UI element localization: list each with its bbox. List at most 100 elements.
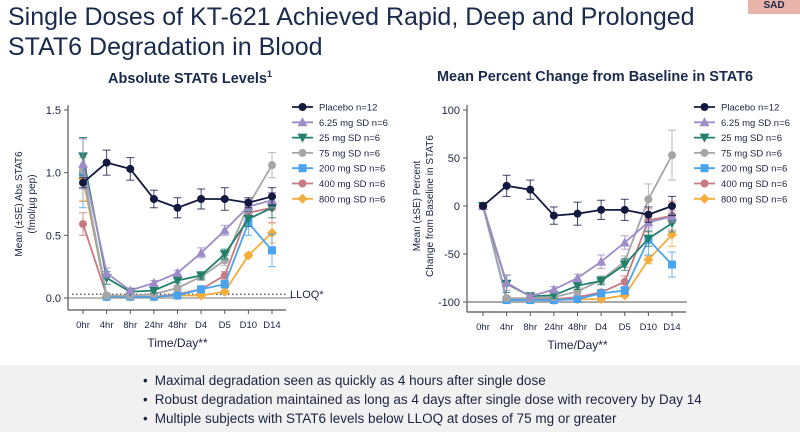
legend-marker [298,179,307,188]
legend-label: 800 mg SD n=6 [721,194,787,205]
x-tick-label: D14 [663,322,680,333]
data-point [619,260,630,270]
series-25-mg-sd-n-6 [478,202,677,302]
y-axis-label-units: (fmol/µg pep) [27,174,38,233]
legend-marker [699,133,710,143]
legend-item [694,133,715,143]
data-point [596,256,607,266]
data-point [479,202,487,210]
data-point [268,161,276,170]
x-tick-label: D5 [619,322,631,333]
x-tick-label: 24hr [144,320,163,331]
x-tick-label: D14 [263,320,280,331]
legend-item [694,164,715,173]
data-point [268,246,276,255]
legend-marker [298,148,307,157]
y-tick-label: 50 [448,153,460,165]
data-point [573,295,582,304]
legend-item [292,117,313,127]
x-tick-label: D5 [219,320,231,331]
legend-marker [298,164,307,173]
x-tick-label: 24hr [544,322,563,333]
data-point [172,276,183,286]
chart-2 [463,103,715,316]
y-tick-label: 0.5 [46,230,61,242]
charts-canvas: 0.0 0.5 1.0 1.5 0hr 4hr 8hr 24hr 48hr D4 D5 D10 D14 T… [14,103,790,353]
x-tick-label: 8hr [523,322,537,333]
data-point [101,267,112,277]
data-point [197,285,206,294]
legend-label: 75 mg SD n=6 [721,148,782,159]
chart-2-title: Mean Percent Change from Baseline in STA… [436,69,754,85]
data-point [644,210,653,219]
data-point [244,198,253,207]
x-tick-label: D4 [195,320,207,331]
y-axis-label: Mean (±SE) Percent [412,161,423,252]
legend-label: 800 mg SD n=6 [319,194,385,205]
legend-item [292,133,313,143]
chart-1-title-footnote: 1 [266,69,272,79]
data-point [220,280,229,289]
legend-item [694,103,715,111]
legend-marker [700,103,709,111]
legend-label: 6.25 mg SD n=6 [721,118,790,129]
series-placebo-n-12 [79,149,276,219]
data-point [572,273,583,282]
y-axis-label: Mean (±SE) Abs STAT6 [14,151,25,257]
legend-marker [297,133,308,143]
data-point [619,237,630,247]
legend-label: 25 mg SD n=6 [319,133,380,144]
x-tick-label: D4 [595,322,607,333]
legend-label: 6.25 mg SD n=6 [319,118,388,129]
data-point [79,220,87,229]
data-point [573,209,582,218]
data-point [148,277,159,287]
legend-marker [699,117,710,127]
legend-label: 200 mg SD n=6 [721,164,787,175]
legend-label: Placebo n=12 [319,103,377,114]
y-tick-label: 1.0 [46,168,61,180]
data-point [268,192,276,201]
chart-1-title-text: Absolute STAT6 Levels [107,70,267,87]
legend-item [292,164,313,173]
lloq-label: LLOQ* [290,289,324,301]
y-tick-label: 1.5 [46,105,61,117]
legend-item [694,148,715,157]
data-point [173,203,182,212]
data-point [668,260,676,269]
data-point [78,158,88,168]
x-tick-label: 0hr [476,322,490,333]
data-point [126,164,135,173]
data-point [173,283,182,292]
data-point [526,185,535,194]
y-tick-label: 0.0 [46,293,61,305]
summary-list: Maximal degradation seen as quickly as 4… [143,371,702,428]
data-point [79,178,87,187]
data-point [196,271,207,281]
data-point [620,277,629,286]
legend-label: 400 mg SD n=6 [319,179,385,190]
x-tick-label: 0hr [76,320,90,331]
summary-box: Maximal degradation seen as quickly as 4… [0,365,800,432]
data-point [597,205,606,214]
x-tick-label: D10 [240,320,257,331]
x-tick-label: 8hr [123,320,137,331]
data-point [149,194,158,203]
data-point [196,247,207,257]
data-point [102,291,111,300]
legend-label: 400 mg SD n=6 [721,179,787,190]
x-tick-label: 48hr [568,322,587,333]
series-6-25-mg-sd-n-6 [478,201,677,301]
data-point [197,194,206,203]
data-point [267,227,277,238]
y-axis-label-line2: Change from Baseline in STAT6 [425,135,436,277]
sad-tag: SAD [748,0,800,14]
data-point [668,151,676,160]
data-point [125,285,136,295]
slide-title: Single Doses of KT-621 Achieved Rapid, D… [8,3,695,61]
legend-marker [298,103,307,111]
data-point [643,234,654,244]
data-point [102,158,111,167]
data-point [525,291,536,301]
legend-item [694,193,715,204]
